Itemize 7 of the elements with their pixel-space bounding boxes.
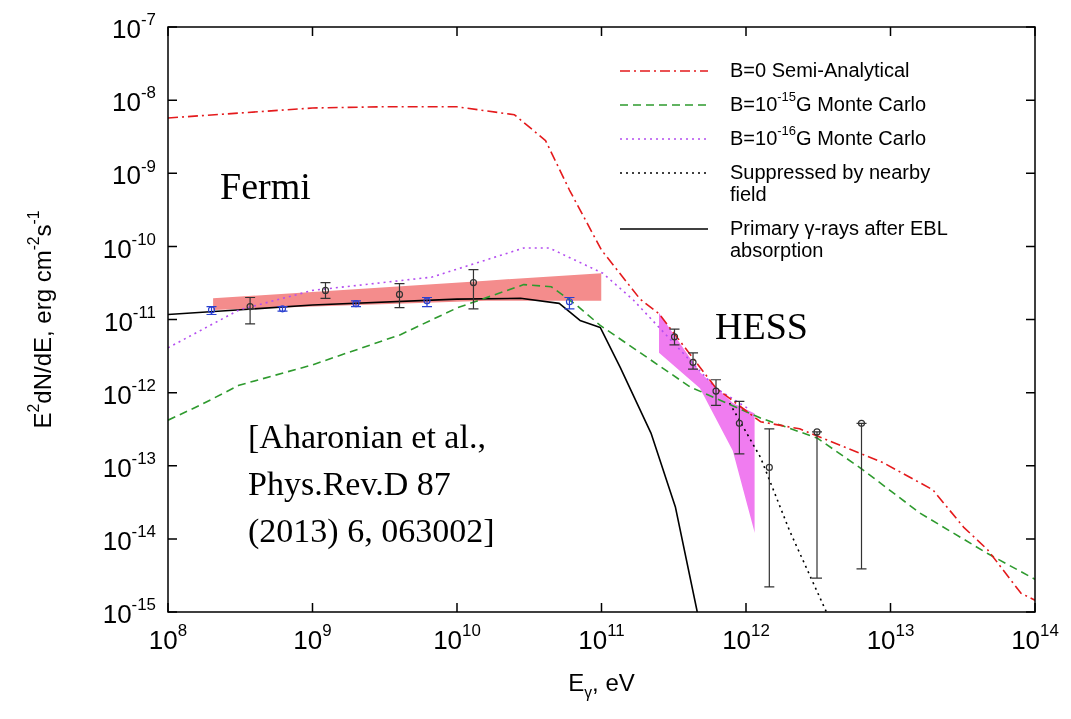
- legend-label: Suppressed by nearby field: [730, 160, 931, 205]
- legend-label: B=0 Semi-Analytical: [730, 58, 910, 81]
- annotation: HESS: [715, 304, 808, 347]
- annotation: [Aharonian et al., Phys.Rev.D 87 (2013) 6, 063002]: [248, 417, 495, 550]
- legend-label: Primary γ-rays after EBL absorption: [730, 216, 948, 261]
- annotation: Fermi: [220, 164, 311, 207]
- y-axis-title: E2dN/dE, erg cm-2s-1: [24, 210, 56, 429]
